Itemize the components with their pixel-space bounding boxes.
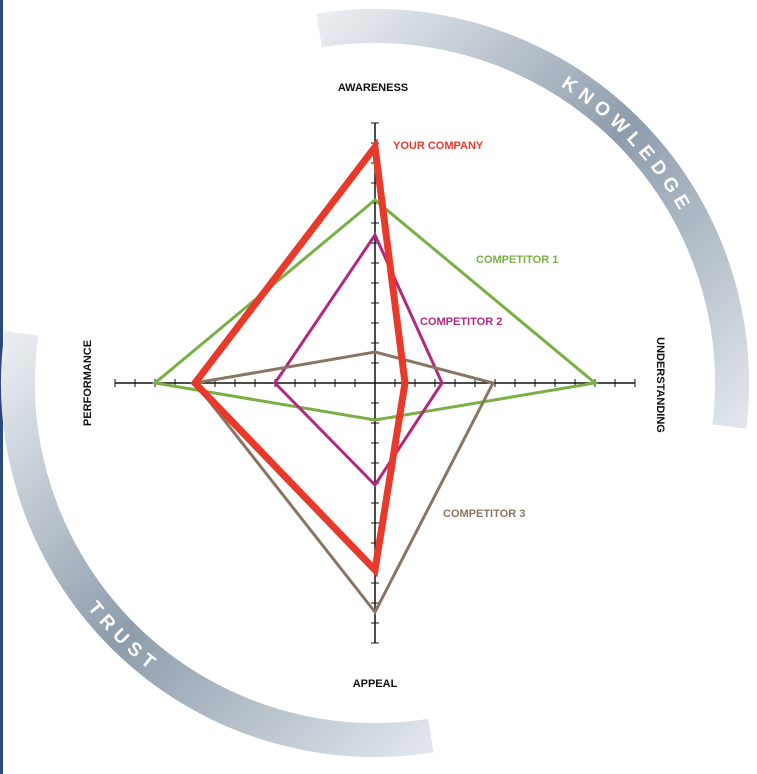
series-shape xyxy=(192,350,496,615)
ring-label: KNOWLEDGE xyxy=(558,73,697,218)
ring-arc xyxy=(1,330,434,757)
axis-label: AWARENESS xyxy=(338,82,408,94)
series-label: YOUR COMPANY xyxy=(393,140,484,152)
plot: AWARENESS UNDERSTANDING APPEAL PERFORMANCE Y… xyxy=(82,82,666,690)
series-label: COMPETITOR 2 xyxy=(420,316,502,328)
series-label: COMPETITOR 3 xyxy=(443,508,525,520)
axis-label: UNDERSTANDING xyxy=(654,337,666,433)
series-label: COMPETITOR 1 xyxy=(476,254,558,266)
ring-arc xyxy=(316,9,749,429)
series-shape xyxy=(273,231,444,488)
series-shape xyxy=(151,198,599,422)
ring-label: TRUST xyxy=(83,598,163,678)
axis-label: PERFORMANCE xyxy=(82,340,94,426)
ring-label-path: TRUST xyxy=(83,598,157,678)
ring-label-path: KNOWLEDGE xyxy=(558,73,691,218)
series-shape xyxy=(190,138,409,578)
axis-label: APPEAL xyxy=(353,678,398,690)
